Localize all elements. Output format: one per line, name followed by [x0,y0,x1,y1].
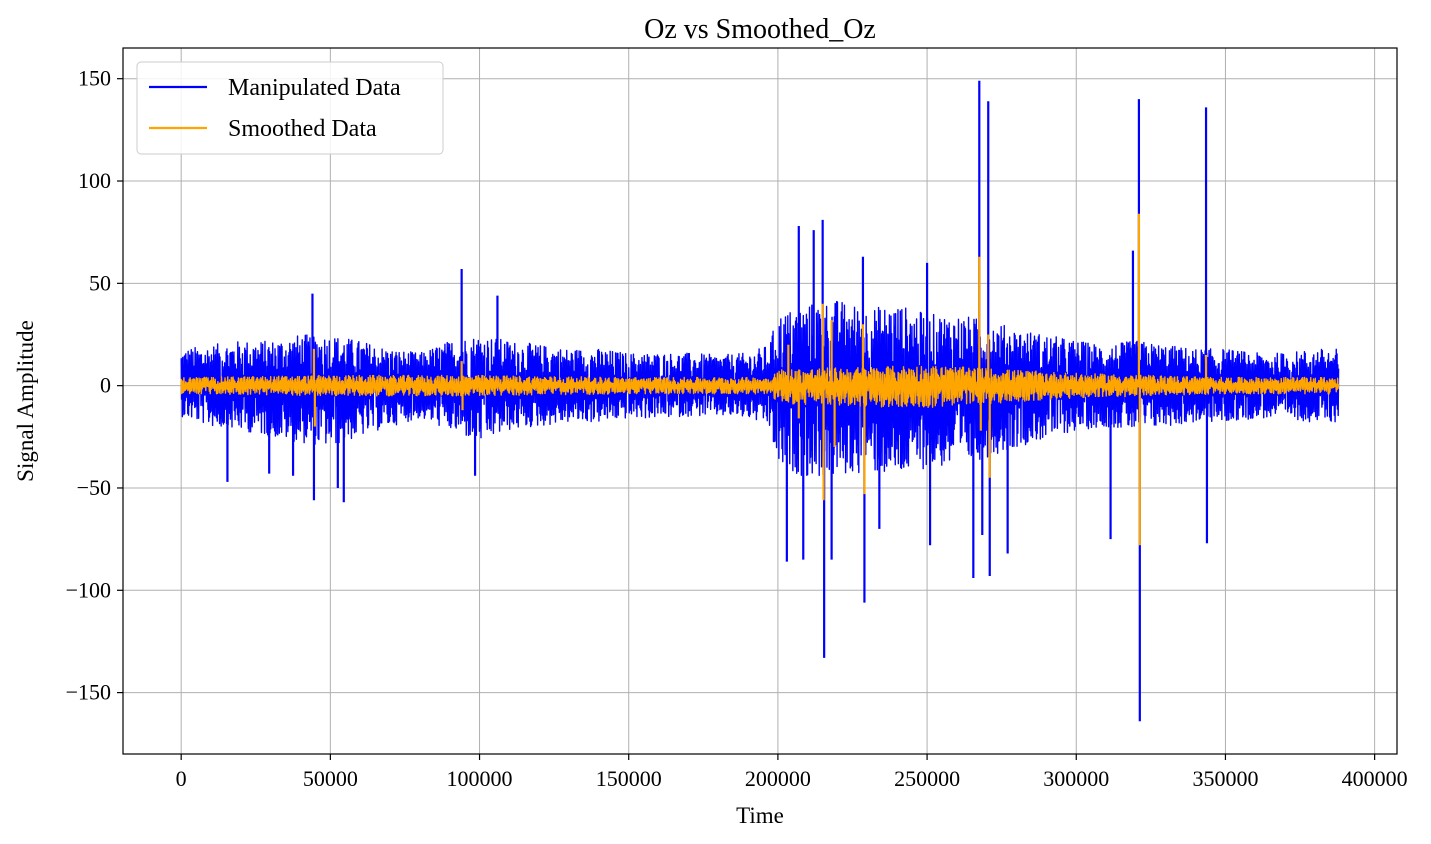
y-axis-label: Signal Amplitude [13,320,38,482]
y-tick-label: 0 [100,373,111,398]
x-tick-label: 200000 [745,766,811,791]
x-tick-label: 50000 [303,766,358,791]
x-tick-label: 350000 [1192,766,1258,791]
x-tick-label: 100000 [447,766,513,791]
x-tick-label: 400000 [1342,766,1408,791]
x-tick-label: 250000 [894,766,960,791]
series-line [180,365,1340,409]
legend-label: Manipulated Data [228,75,401,101]
legend-label: Smoothed Data [228,116,377,142]
legend: Manipulated Data Smoothed Data [136,61,444,155]
y-tick-label: 100 [78,168,111,193]
axis-ticks: 0 50000 100000 150000 200000 250000 300000 3500… [66,66,1408,791]
series-line [180,300,1340,477]
x-axis-label: Time [736,803,784,828]
x-tick-label: 150000 [596,766,662,791]
plot-series [180,80,1340,722]
y-tick-label: 50 [89,270,111,295]
chart-title: Oz vs Smoothed_Oz [644,14,876,45]
legend-box [136,61,444,155]
x-tick-label: 0 [176,766,187,791]
y-tick-label: 150 [78,66,111,91]
y-tick-label: −150 [66,680,111,705]
plot-frame [122,47,1398,755]
x-tick-label: 300000 [1043,766,1109,791]
y-tick-label: −50 [77,475,111,500]
y-tick-label: −100 [66,577,111,602]
